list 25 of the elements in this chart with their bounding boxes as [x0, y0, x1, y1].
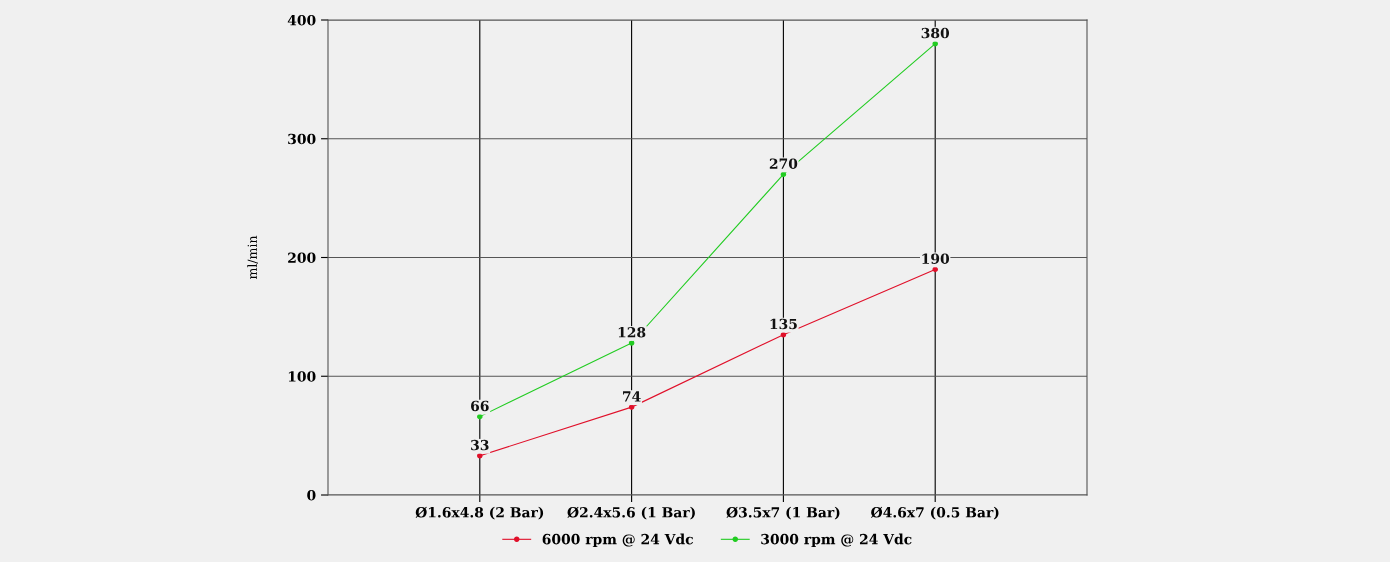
y-tick-label: 0: [307, 489, 316, 501]
data-label: 270: [769, 158, 798, 169]
y-tick-label: 200: [288, 252, 316, 263]
data-label: 135: [770, 318, 797, 330]
point: [477, 453, 483, 459]
data-label: 128: [618, 327, 646, 338]
data-label: 190: [922, 253, 950, 264]
point: [628, 404, 635, 410]
data-label: 66: [471, 400, 489, 412]
x-tick-label: Ø4.6x7 (0.5 Bar): [871, 506, 999, 520]
y-tick-label: 300: [288, 133, 316, 145]
point: [780, 171, 787, 178]
y-tick-label: 100: [288, 371, 316, 382]
data-label: 33: [471, 439, 489, 451]
x-tick-label: Ø3.5x7 (1 Bar): [726, 506, 840, 520]
y-tick-label: 400: [287, 14, 316, 26]
data-label: 380: [921, 27, 950, 39]
point: [932, 266, 938, 273]
data-label: 74: [623, 391, 641, 402]
legend-label: 6000 rpm @ 24 Vdc: [542, 533, 693, 548]
y-axis-title: ml/min: [247, 235, 258, 280]
legend-label: 3000 rpm @ 24 Vdc: [761, 533, 912, 548]
point: [628, 340, 635, 346]
x-tick-label: Ø2.4x5.6 (1 Bar): [567, 506, 695, 520]
x-tick-label: Ø1.6x4.8 (2 Bar): [415, 506, 544, 520]
